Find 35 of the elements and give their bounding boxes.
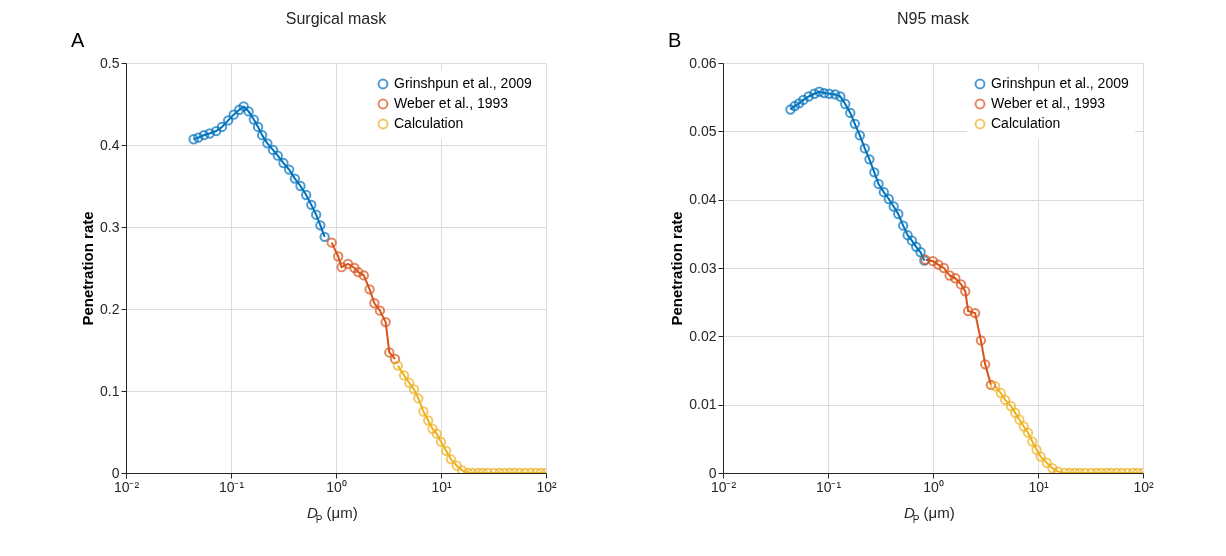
y-tick-label: 0.06 [689, 54, 717, 71]
y-axis-title: Penetration rate [79, 211, 97, 326]
legend-label: Calculation [991, 115, 1061, 131]
chart-title: N95 mask [896, 10, 971, 27]
text: B [668, 29, 682, 51]
y-tick-label: 0.4 [100, 136, 120, 153]
y-tick-label: 0.01 [689, 396, 717, 413]
x-tick-label: 10⁻² [113, 478, 140, 495]
legend-label: Grinshpun et al., 2009 [394, 75, 532, 91]
legend-label: Calculation [394, 115, 464, 131]
legend-label: Weber et al., 1993 [394, 95, 509, 111]
x-tick-label: 10⁻¹ [815, 478, 842, 495]
x-tick-label: 10¹ [431, 478, 452, 495]
x-tick-label: 10² [536, 478, 557, 495]
y-tick-label: 0.04 [689, 191, 717, 208]
y-tick-label: 0.3 [100, 218, 120, 235]
x-tick-label: 10⁰ [923, 478, 944, 495]
legend-label: Grinshpun et al., 2009 [991, 75, 1129, 91]
y-tick-label: 0.02 [689, 327, 717, 344]
y-tick-label: 0.05 [689, 122, 717, 139]
y-tick-label: 0.03 [689, 259, 717, 276]
text: A [71, 29, 85, 51]
y-tick-label: 0 [708, 464, 717, 481]
y-tick-label: 0.2 [100, 300, 120, 317]
x-tick-label: 10⁰ [326, 478, 347, 495]
y-tick-label: 0.5 [100, 54, 120, 71]
y-tick-label: 0.1 [100, 382, 120, 399]
x-tick-label: 10⁻¹ [218, 478, 245, 495]
x-tick-label: 10⁻² [710, 478, 737, 495]
y-tick-label: 0 [111, 464, 120, 481]
x-tick-label: 10² [1133, 478, 1154, 495]
chart-title: Surgical mask [285, 10, 388, 27]
legend-label: Weber et al., 1993 [991, 95, 1106, 111]
y-axis-title: Penetration rate [668, 211, 686, 326]
x-tick-label: 10¹ [1028, 478, 1049, 495]
